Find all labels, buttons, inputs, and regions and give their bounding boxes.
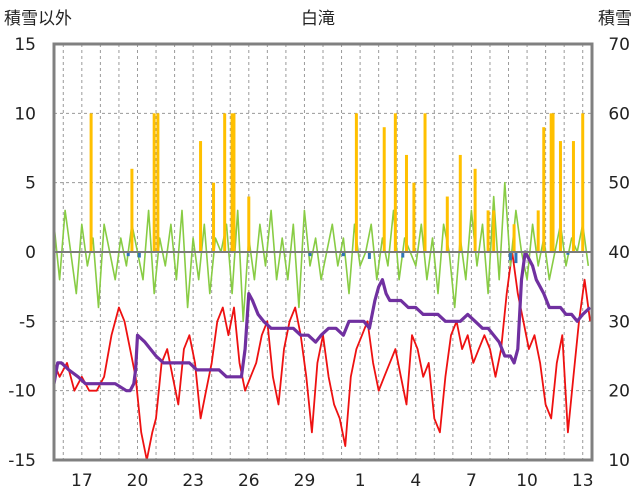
- bar-2: [551, 113, 555, 252]
- bar-2: [230, 113, 234, 252]
- bar-2: [581, 113, 585, 252]
- bar-2: [89, 113, 93, 252]
- right-tick-label: 60: [608, 104, 630, 124]
- left-tick-label: 0: [25, 243, 36, 263]
- x-tick-label: 10: [516, 471, 538, 491]
- bar-2: [232, 113, 236, 252]
- bar-2: [571, 141, 575, 252]
- bar-2: [247, 196, 251, 252]
- bar-2: [558, 141, 562, 252]
- bar-2: [536, 210, 540, 252]
- right-tick-label: 20: [608, 382, 630, 402]
- bar-2: [130, 168, 134, 252]
- right-tick-label: 40: [608, 243, 630, 263]
- left-axis-label: 積雪以外: [4, 9, 72, 29]
- x-tick-label: 1: [355, 471, 366, 491]
- bar-2: [354, 113, 358, 252]
- left-tick-label: -5: [19, 312, 36, 332]
- bar-2: [212, 182, 216, 252]
- x-tick-label: 29: [294, 471, 316, 491]
- bar-3: [126, 252, 130, 257]
- right-tick-label: 50: [608, 174, 630, 194]
- bar-3: [137, 252, 141, 258]
- x-tick-label: 7: [466, 471, 477, 491]
- bar-3: [341, 252, 345, 257]
- x-tick-label: 20: [127, 471, 149, 491]
- bar-2: [542, 127, 546, 252]
- bar-3: [367, 252, 371, 259]
- bar-2: [512, 224, 516, 252]
- series-line-1: [53, 181, 590, 323]
- bar-2: [473, 168, 477, 252]
- bar-3: [566, 252, 570, 255]
- right-axis-label: 積雪: [598, 9, 632, 29]
- bar-2: [549, 113, 553, 252]
- series-line-4: [52, 250, 592, 393]
- left-tick-label: 5: [25, 174, 36, 194]
- left-tick-label: 10: [14, 104, 36, 124]
- x-tick-label: 23: [182, 471, 204, 491]
- left-tick-label: -10: [8, 382, 36, 402]
- bar-2: [486, 210, 490, 252]
- right-tick-label: 30: [608, 312, 630, 332]
- bar-3: [308, 252, 312, 257]
- bar-2: [156, 113, 160, 252]
- bar-2: [412, 182, 416, 252]
- plot-frame: [52, 42, 594, 462]
- chart-title: 白滝: [301, 9, 335, 29]
- bar-2: [199, 141, 203, 252]
- bar-3: [514, 252, 518, 264]
- x-tick-label: 17: [71, 471, 93, 491]
- series-line-0: [53, 251, 591, 461]
- bar-2: [404, 154, 408, 252]
- bar-2: [423, 113, 427, 252]
- bar-2: [382, 127, 386, 252]
- bar-3: [401, 252, 405, 258]
- right-tick-label: 70: [608, 35, 630, 55]
- bar-2: [393, 113, 397, 252]
- x-tick-label: 13: [572, 471, 594, 491]
- x-tick-label: 26: [238, 471, 260, 491]
- bar-2: [152, 113, 156, 252]
- left-tick-label: -15: [8, 451, 36, 471]
- bar-2: [458, 154, 462, 252]
- bar-2: [445, 196, 449, 252]
- bar-3: [508, 252, 512, 261]
- x-tick-label: 4: [410, 471, 421, 491]
- bar-2: [223, 113, 227, 252]
- right-tick-label: 10: [608, 451, 630, 471]
- bar-2: [492, 210, 496, 252]
- left-tick-label: 15: [14, 35, 36, 55]
